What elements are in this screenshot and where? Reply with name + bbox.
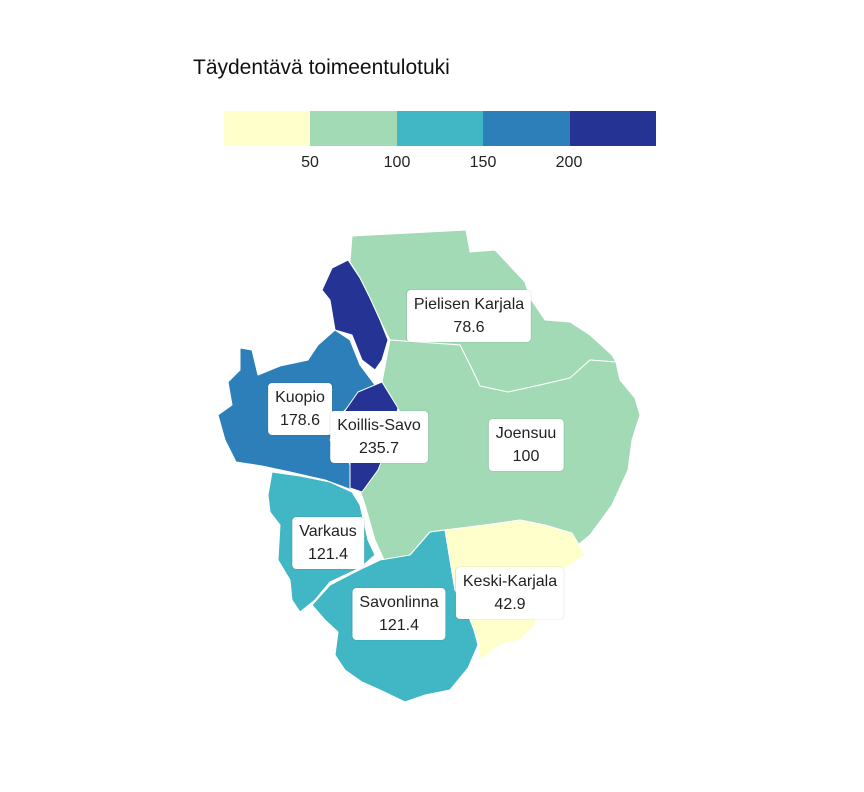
- label-kuopio: Kuopio 178.6: [268, 383, 332, 435]
- label-keski-karjala-value: 42.9: [494, 596, 526, 613]
- label-savonlinna-value: 121.4: [378, 617, 420, 634]
- label-savonlinna: Savonlinna 121.4: [352, 588, 446, 640]
- legend-swatch-1: [310, 111, 397, 146]
- label-kuopio-value: 178.6: [279, 412, 321, 429]
- legend-swatch-2: [396, 111, 484, 146]
- label-joensuu-name: Joensuu: [495, 425, 557, 442]
- label-koillis-savo: Koillis-Savo 235.7: [330, 411, 428, 463]
- legend-tick-200: 200: [555, 154, 583, 171]
- label-koillis-savo-name: Koillis-Savo: [337, 417, 421, 434]
- label-keski-karjala-name: Keski-Karjala: [462, 573, 558, 590]
- legend-swatch-3: [483, 111, 570, 146]
- legend-tick-150: 150: [469, 154, 497, 171]
- legend-color-bar: [224, 111, 657, 146]
- label-pielisen-karjala-name: Pielisen Karjala: [413, 296, 525, 313]
- legend-tick-100: 100: [383, 154, 411, 171]
- label-joensuu: Joensuu 100: [488, 419, 564, 471]
- label-koillis-savo-value: 235.7: [358, 440, 400, 457]
- label-keski-karjala: Keski-Karjala 42.9: [455, 567, 565, 619]
- label-varkaus: Varkaus 121.4: [292, 517, 364, 569]
- label-kuopio-name: Kuopio: [275, 389, 325, 406]
- label-varkaus-value: 121.4: [307, 546, 349, 563]
- legend-swatch-4: [569, 111, 657, 146]
- label-pielisen-karjala: Pielisen Karjala 78.6: [406, 290, 532, 342]
- label-savonlinna-name: Savonlinna: [359, 594, 439, 611]
- legend-tick-50: 50: [301, 154, 319, 171]
- label-pielisen-karjala-value: 78.6: [453, 319, 485, 336]
- label-joensuu-value: 100: [512, 448, 540, 465]
- label-varkaus-name: Varkaus: [299, 523, 357, 540]
- legend-swatch-0: [224, 111, 311, 146]
- legend-title: Täydentävä toimeentulotuki: [193, 56, 450, 79]
- region-koillis-savo-north[interactable]: [321, 259, 389, 371]
